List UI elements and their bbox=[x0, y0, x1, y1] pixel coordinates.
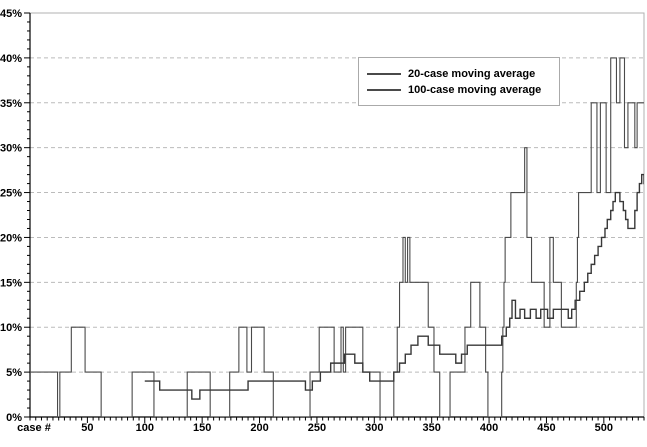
x-tick-label-150: 150 bbox=[193, 422, 211, 434]
y-tick-label-15pct: 15% bbox=[0, 277, 22, 289]
series-line-20-case bbox=[30, 57, 644, 417]
x-tick-label-350: 350 bbox=[423, 422, 441, 434]
y-tick-label-25pct: 25% bbox=[0, 188, 22, 200]
x-tick-label-500: 500 bbox=[595, 422, 613, 434]
legend-label-20-case: 20-case moving average bbox=[408, 67, 536, 80]
x-tick-label-400: 400 bbox=[480, 422, 498, 434]
y-tick-label-30pct: 30% bbox=[0, 143, 22, 155]
x-tick-label-100: 100 bbox=[136, 422, 154, 434]
legend-line-sample-20-case bbox=[367, 72, 401, 75]
y-tick-label-20pct: 20% bbox=[0, 232, 22, 244]
y-tick-label-10pct: 10% bbox=[0, 322, 22, 334]
y-tick-label-40pct: 40% bbox=[0, 53, 22, 65]
legend-entry-100-case: 100-case moving average bbox=[367, 84, 551, 96]
y-tick-label-45pct: 45% bbox=[0, 8, 22, 20]
legend-label-100-case: 100-case moving average bbox=[408, 83, 542, 96]
x-axis-title: case # bbox=[17, 422, 51, 434]
x-tick-label-50: 50 bbox=[81, 422, 93, 434]
x-tick-label-300: 300 bbox=[365, 422, 383, 434]
legend-box: 20-case moving average 100-case moving a… bbox=[358, 57, 560, 106]
x-tick-label-250: 250 bbox=[308, 422, 326, 434]
legend-entry-20-case: 20-case moving average bbox=[367, 68, 551, 80]
y-tick-label-0pct: 0% bbox=[6, 412, 22, 424]
x-tick-label-450: 450 bbox=[537, 422, 555, 434]
x-tick-label-200: 200 bbox=[250, 422, 268, 434]
series-line-100-case bbox=[144, 173, 644, 400]
y-tick-label-5pct: 5% bbox=[6, 367, 22, 379]
legend-line-sample-100-case bbox=[367, 88, 401, 91]
y-tick-label-35pct: 35% bbox=[0, 98, 22, 110]
